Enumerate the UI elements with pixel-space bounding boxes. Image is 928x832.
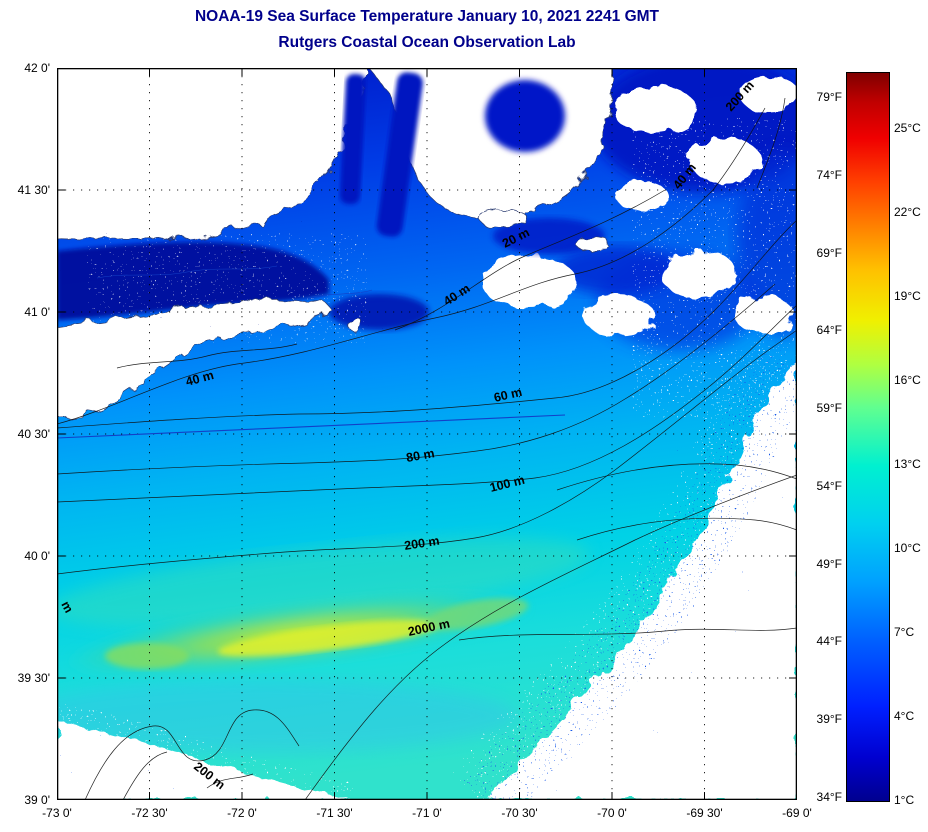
colorbar-tick-c: 22°C xyxy=(894,205,921,219)
colorbar-tick-f: 44°F xyxy=(816,634,842,648)
contour-2000m xyxy=(304,474,797,800)
contour-40m-clutter xyxy=(116,343,298,369)
colorbar-tick-c: 19°C xyxy=(894,289,921,303)
transect-line xyxy=(57,414,566,439)
x-tick-label: -71 30' xyxy=(316,806,353,820)
contour-100m xyxy=(57,304,797,503)
y-tick-label: 41 0' xyxy=(24,305,50,319)
colorbar-tick-f: 49°F xyxy=(816,557,842,571)
colorbar-tick-c: 7°C xyxy=(894,625,915,639)
colorbar-tick-c: 10°C xyxy=(894,541,921,555)
x-tick-label: -69 0' xyxy=(782,806,812,820)
colorbar-tick-f: 64°F xyxy=(816,323,842,337)
figure-title: NOAA-19 Sea Surface Temperature January … xyxy=(194,8,660,25)
buzzards-bay-water xyxy=(376,72,423,237)
y-tick-label: 41 30' xyxy=(17,183,50,197)
colorbar-tick-c: 13°C xyxy=(894,457,921,471)
figure-subtitle: Rutgers Coastal Ocean Observation Lab xyxy=(278,34,576,51)
y-tick-label: 39 0' xyxy=(24,793,50,807)
land-marthas-vineyard xyxy=(478,208,528,228)
y-tick-label: 39 30' xyxy=(17,671,50,685)
no-data-region-southwest xyxy=(57,702,359,800)
colorbar-tick-f: 59°F xyxy=(816,401,842,415)
contour-deep-2 xyxy=(556,463,797,491)
colorbar-tick-f: 79°F xyxy=(816,90,842,104)
x-tick-label: -71 0' xyxy=(412,806,442,820)
y-tick-label: 40 30' xyxy=(17,427,50,441)
x-tick-label: -73 0' xyxy=(42,806,72,820)
contour-200m xyxy=(57,329,797,575)
colorbar-tick-f: 69°F xyxy=(816,246,842,260)
colorbar-tick-f: 34°F xyxy=(816,790,842,804)
contour-ne-corner xyxy=(756,97,786,189)
contour-label: 60 m xyxy=(493,385,524,405)
contour-40m xyxy=(57,107,766,425)
y-tick-label: 42 0' xyxy=(24,61,50,75)
cape-cod-bay-water xyxy=(485,80,565,152)
x-tick-label: -69 30' xyxy=(686,806,723,820)
x-tick-label: -70 30' xyxy=(501,806,538,820)
y-tick-label: 40 0' xyxy=(24,549,50,563)
narragansett-bay-water xyxy=(339,73,366,205)
contour-label: 80 m xyxy=(405,446,435,465)
contour-20m xyxy=(394,189,666,331)
colorbar-tick-c: 1°C xyxy=(894,793,915,807)
blue-lines xyxy=(57,265,566,439)
bathymetry-contours xyxy=(57,97,797,800)
colorbar-tick-c: 4°C xyxy=(894,709,915,723)
colorbar-tick-c: 16°C xyxy=(894,373,921,387)
graticule xyxy=(57,68,797,800)
contour-60m xyxy=(57,219,797,429)
contour-80m xyxy=(57,283,776,475)
plot-frame xyxy=(57,68,797,800)
contour-canyon-2 xyxy=(122,751,254,800)
colorbar-tick-f: 39°F xyxy=(816,712,842,726)
sst-map: 20 m 40 m 40 m 40 m 200 m 60 m 80 m 100 … xyxy=(57,68,797,800)
x-tick-label: -72 30' xyxy=(131,806,168,820)
colorbar-tick-f: 54°F xyxy=(816,479,842,493)
colorbar-tick-f: 74°F xyxy=(816,168,842,182)
x-tick-label: -72 0' xyxy=(227,806,257,820)
colorbar xyxy=(846,72,890,802)
colorbar-tick-c: 25°C xyxy=(894,121,921,135)
sound-speckle-clutter xyxy=(57,218,387,348)
land-nantucket xyxy=(575,236,611,252)
sound-contour-clutter xyxy=(96,265,373,299)
contour-deep-3 xyxy=(576,517,797,541)
x-tick-label: -70 0' xyxy=(597,806,627,820)
contour-deep-1 xyxy=(458,627,797,641)
contour-label: 200 m xyxy=(403,534,440,553)
contour-canyon xyxy=(84,709,300,800)
patchy-data-east xyxy=(632,118,797,608)
